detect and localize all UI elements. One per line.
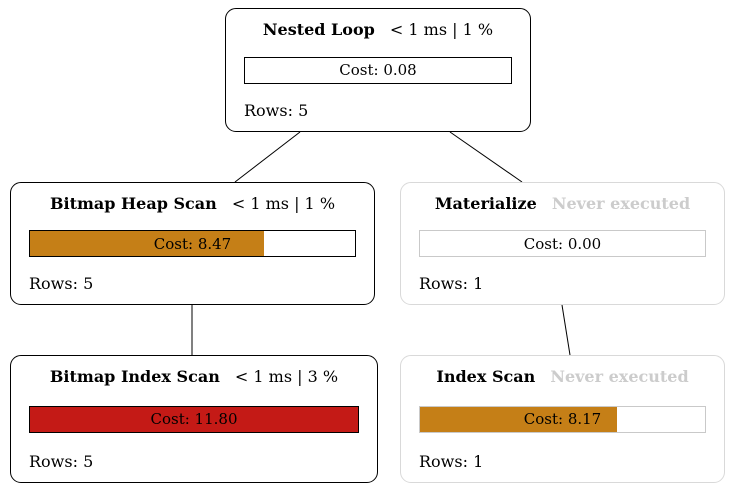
- cost-label: Cost: 8.17: [523, 410, 602, 428]
- rows-label: Rows: 5: [29, 452, 94, 471]
- edge-materialize-to-index-scan: [561, 304, 571, 356]
- cost-label: Cost: 0.08: [339, 61, 417, 79]
- plan-node-bitmap-index-scan: Bitmap Index Scan < 1 ms | 3 % Cost: 11.…: [10, 355, 378, 483]
- node-title: Materialize Never executed: [419, 194, 706, 213]
- plan-node-bitmap-heap-scan: Bitmap Heap Scan < 1 ms | 1 % Cost: 8.47…: [10, 182, 375, 305]
- node-timing: < 1 ms | 1 %: [231, 194, 336, 213]
- cost-label: Cost: 11.80: [150, 410, 238, 428]
- node-name: Bitmap Heap Scan: [49, 194, 217, 213]
- node-name: Index Scan: [436, 367, 536, 386]
- node-title: Index Scan Never executed: [419, 367, 706, 386]
- plan-node-index-scan: Index Scan Never executed Cost: 8.17 Row…: [400, 355, 725, 483]
- rows-label: Rows: 1: [419, 274, 484, 293]
- node-title: Nested Loop < 1 ms | 1 %: [244, 20, 512, 39]
- rows-label: Rows: 5: [29, 274, 94, 293]
- node-name: Materialize: [434, 194, 537, 213]
- node-name: Bitmap Index Scan: [49, 367, 220, 386]
- cost-bar: Cost: 8.17: [419, 405, 706, 433]
- node-never-executed-label: Never executed: [550, 367, 689, 386]
- edge-nested-loop-to-bitmap-heap-scan: [234, 131, 301, 183]
- plan-node-nested-loop: Nested Loop < 1 ms | 1 % Cost: 0.08 Rows…: [225, 8, 531, 132]
- cost-bar-fill: [420, 406, 617, 432]
- edge-nested-loop-to-materialize: [449, 131, 523, 183]
- cost-bar: Cost: 8.47: [29, 230, 356, 257]
- node-title: Bitmap Heap Scan < 1 ms | 1 %: [29, 194, 356, 213]
- cost-label: Cost: 0.00: [523, 234, 602, 253]
- cost-bar: Cost: 11.80: [29, 405, 359, 433]
- node-name: Nested Loop: [262, 20, 375, 39]
- node-timing: < 1 ms | 3 %: [234, 367, 339, 386]
- node-never-executed-label: Never executed: [551, 194, 691, 213]
- cost-bar: Cost: 0.00: [419, 230, 706, 257]
- rows-label: Rows: 5: [244, 101, 309, 120]
- plan-node-materialize: Materialize Never executed Cost: 0.00 Ro…: [400, 182, 725, 305]
- node-timing: < 1 ms | 1 %: [389, 20, 494, 39]
- cost-label: Cost: 8.47: [153, 234, 232, 253]
- cost-bar-fill: [30, 231, 264, 256]
- cost-bar: Cost: 0.08: [244, 56, 512, 84]
- node-title: Bitmap Index Scan < 1 ms | 3 %: [29, 367, 359, 386]
- rows-label: Rows: 1: [419, 452, 484, 471]
- cost-bar-fill: [30, 406, 358, 432]
